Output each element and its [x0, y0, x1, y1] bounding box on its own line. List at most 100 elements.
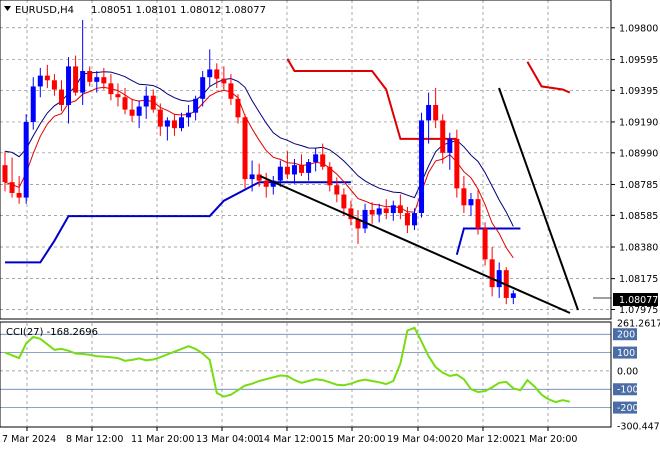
- candle[interactable]: [2, 151, 8, 192]
- candle[interactable]: [256, 163, 262, 187]
- candle[interactable]: [447, 132, 453, 170]
- candle[interactable]: [468, 192, 474, 217]
- candle-body: [87, 71, 93, 82]
- candle[interactable]: [186, 104, 192, 127]
- candle[interactable]: [306, 159, 312, 181]
- candle-body: [157, 109, 163, 127]
- candle[interactable]: [73, 55, 79, 96]
- candle[interactable]: [341, 188, 347, 217]
- candle-body: [66, 66, 72, 105]
- candle[interactable]: [433, 87, 439, 129]
- candle[interactable]: [348, 200, 354, 226]
- candle[interactable]: [51, 74, 57, 96]
- candle[interactable]: [489, 246, 495, 297]
- cci-level-tag: [613, 328, 637, 341]
- candle[interactable]: [291, 159, 297, 184]
- window-triangle-icon[interactable]: [4, 6, 11, 11]
- candle[interactable]: [136, 100, 142, 129]
- candle[interactable]: [179, 112, 184, 132]
- candle-body: [94, 77, 100, 82]
- candle[interactable]: [80, 20, 86, 105]
- candle[interactable]: [207, 49, 213, 87]
- candle[interactable]: [129, 98, 135, 122]
- candle-body: [122, 97, 128, 110]
- candle[interactable]: [157, 103, 163, 136]
- candle[interactable]: [101, 67, 107, 90]
- candle-body: [143, 95, 149, 107]
- candle[interactable]: [355, 209, 361, 244]
- candle[interactable]: [263, 172, 269, 198]
- candle[interactable]: [369, 202, 375, 224]
- candle[interactable]: [426, 92, 432, 144]
- trendlines[interactable]: [259, 87, 611, 314]
- candle[interactable]: [475, 189, 481, 235]
- candle[interactable]: [334, 177, 340, 203]
- candle[interactable]: [200, 71, 206, 107]
- candle[interactable]: [496, 262, 502, 298]
- candle[interactable]: [122, 87, 128, 115]
- channel-high-line: [286, 58, 457, 140]
- time-axis: 7 Mar 2024 8 Mar 12:00 11 Mar 20:00 13 Mar …: [2, 427, 577, 445]
- candle[interactable]: [284, 151, 290, 180]
- candle[interactable]: [23, 114, 29, 204]
- candle-body: [37, 75, 43, 87]
- candle[interactable]: [9, 157, 15, 198]
- candle-body: [193, 98, 199, 113]
- candle[interactable]: [249, 160, 255, 192]
- candle[interactable]: [376, 203, 382, 223]
- candle[interactable]: [390, 200, 396, 221]
- candle[interactable]: [327, 162, 333, 192]
- candle[interactable]: [419, 112, 425, 218]
- candle-body: [256, 174, 262, 181]
- lower-trendline[interactable]: [259, 175, 571, 314]
- candle-body: [30, 86, 36, 122]
- candle-body: [221, 78, 227, 84]
- candle[interactable]: [454, 129, 460, 198]
- candle[interactable]: [440, 114, 446, 164]
- candle[interactable]: [37, 67, 43, 98]
- candle[interactable]: [397, 194, 403, 220]
- candle-body: [249, 174, 255, 180]
- candle[interactable]: [44, 64, 50, 88]
- candle[interactable]: [94, 71, 100, 93]
- upper-trendline[interactable]: [498, 87, 579, 311]
- candle[interactable]: [214, 63, 220, 88]
- candle[interactable]: [411, 208, 417, 231]
- candle[interactable]: [235, 94, 241, 124]
- candle[interactable]: [383, 199, 389, 220]
- candle[interactable]: [320, 143, 326, 170]
- candle[interactable]: [193, 95, 199, 121]
- candle[interactable]: [143, 86, 149, 119]
- candle[interactable]: [16, 175, 22, 204]
- candle-body: [355, 219, 361, 229]
- candle[interactable]: [510, 290, 516, 305]
- candle-body: [291, 165, 297, 175]
- candle[interactable]: [171, 114, 177, 136]
- candle[interactable]: [150, 89, 156, 113]
- candle[interactable]: [30, 77, 36, 130]
- candle-body: [171, 120, 177, 129]
- candle-body: [299, 165, 305, 173]
- candle[interactable]: [277, 160, 283, 187]
- candle[interactable]: [87, 66, 93, 87]
- candle[interactable]: [115, 83, 121, 107]
- candle[interactable]: [242, 114, 248, 189]
- candle-body: [383, 208, 389, 214]
- candle[interactable]: [164, 117, 170, 141]
- candlestick-series[interactable]: [2, 20, 516, 305]
- cci-level-tag: [613, 401, 637, 414]
- candle[interactable]: [482, 222, 488, 266]
- candle[interactable]: [362, 203, 368, 234]
- candle[interactable]: [270, 175, 276, 195]
- candle-body: [207, 69, 213, 78]
- candle[interactable]: [313, 148, 319, 172]
- candle[interactable]: [58, 80, 64, 112]
- candle[interactable]: [299, 154, 305, 176]
- candle[interactable]: [66, 57, 72, 124]
- candle[interactable]: [461, 175, 467, 214]
- candle[interactable]: [108, 74, 114, 101]
- candle[interactable]: [404, 206, 410, 234]
- candle[interactable]: [221, 66, 227, 90]
- candle[interactable]: [228, 74, 234, 105]
